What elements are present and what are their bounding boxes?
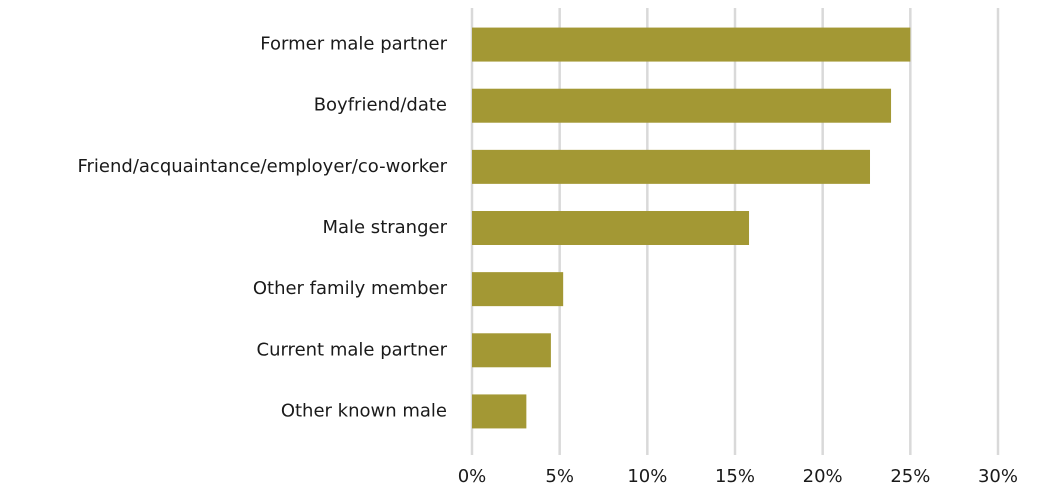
bar bbox=[472, 27, 911, 62]
y-tick-label: Boyfriend/date bbox=[314, 95, 447, 116]
bar bbox=[472, 272, 564, 307]
x-tick-label: 0% bbox=[458, 466, 487, 487]
x-tick-label: 30% bbox=[978, 466, 1018, 487]
bar bbox=[472, 394, 527, 429]
y-tick-label: Other family member bbox=[253, 278, 448, 299]
bar bbox=[472, 149, 871, 184]
x-tick-label: 25% bbox=[890, 466, 930, 487]
y-tick-label: Male stranger bbox=[322, 217, 447, 238]
y-tick-label: Former male partner bbox=[260, 34, 447, 55]
x-tick-label: 10% bbox=[627, 466, 667, 487]
x-tick-label: 20% bbox=[803, 466, 843, 487]
x-tick-label: 15% bbox=[715, 466, 755, 487]
bar bbox=[472, 333, 551, 368]
x-tick-label: 5% bbox=[545, 466, 574, 487]
bar bbox=[472, 211, 750, 245]
bar bbox=[472, 88, 892, 123]
y-tick-label: Other known male bbox=[281, 400, 447, 421]
y-tick-label: Friend/acquaintance/employer/co-worker bbox=[77, 156, 447, 177]
y-tick-label: Current male partner bbox=[257, 339, 448, 360]
